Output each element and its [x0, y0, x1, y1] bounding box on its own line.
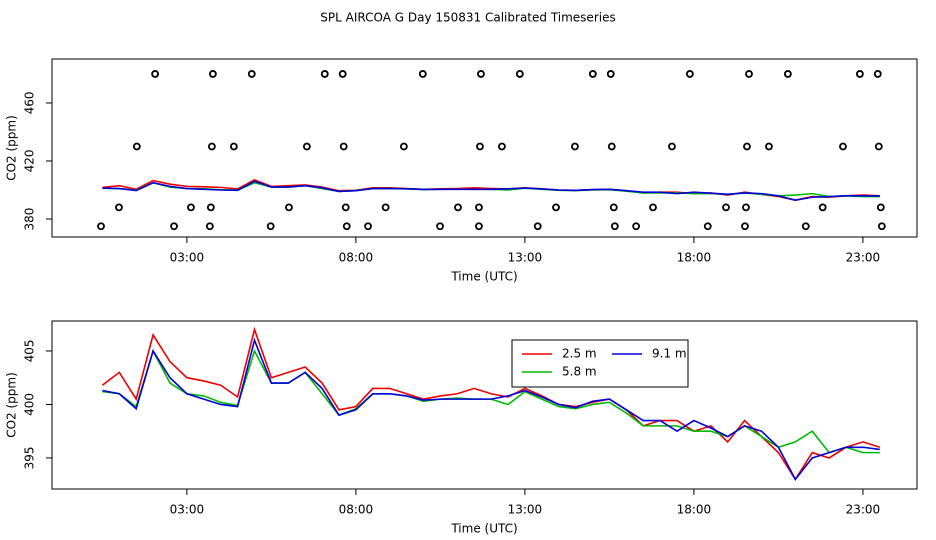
point — [381, 203, 390, 212]
plot-frame — [51, 58, 918, 238]
x-tick-label: 18:00 — [677, 251, 712, 265]
x-tick-label: 08:00 — [339, 503, 374, 517]
point — [341, 203, 350, 212]
point — [649, 203, 657, 212]
point — [436, 222, 444, 231]
point — [170, 222, 178, 231]
point — [515, 70, 524, 78]
y-tick-label: 400 — [23, 393, 37, 416]
point — [320, 70, 329, 78]
y-tick-label: 380 — [23, 208, 37, 231]
point — [722, 203, 730, 212]
point — [742, 203, 750, 212]
point — [339, 142, 348, 151]
x-tick-label: 13:00 — [508, 251, 543, 265]
point — [632, 222, 641, 231]
point — [783, 70, 792, 78]
x-axis-title: Time (UTC) — [450, 522, 517, 536]
x-tick-label: 23:00 — [846, 251, 881, 265]
point — [151, 70, 159, 78]
y-tick-label: 395 — [23, 447, 37, 470]
point — [668, 142, 676, 151]
point — [874, 142, 883, 151]
point — [571, 142, 579, 151]
point — [247, 70, 256, 78]
y-axis-title: CO2 (ppm) — [5, 115, 19, 181]
legend-label: 2.5 m — [562, 347, 597, 361]
point — [533, 222, 542, 231]
point — [399, 142, 408, 151]
point — [266, 222, 275, 231]
plot-frame — [51, 320, 918, 490]
point — [338, 70, 347, 78]
x-axis-title: Time (UTC) — [450, 270, 517, 284]
point — [818, 203, 827, 212]
y-tick-label: 460 — [23, 92, 37, 115]
x-tick-label: 23:00 — [846, 503, 881, 517]
legend-label: 9.1 m — [652, 347, 687, 361]
point — [205, 222, 214, 231]
y-axis-title: CO2 (ppm) — [5, 372, 19, 438]
point — [498, 142, 506, 151]
legend-frame — [511, 339, 689, 388]
legend-label: 5.8 m — [562, 365, 597, 379]
point — [454, 203, 462, 212]
point — [132, 142, 141, 151]
series-line — [102, 180, 880, 201]
series-line — [102, 348, 880, 454]
point — [207, 142, 216, 151]
point — [475, 203, 483, 212]
point — [588, 70, 597, 78]
chart-title: SPL AIRCOA G Day 150831 Calibrated Times… — [320, 11, 615, 25]
point — [476, 142, 484, 151]
point — [745, 70, 753, 78]
point — [685, 70, 694, 78]
x-tick-label: 18:00 — [677, 503, 712, 517]
series-line — [102, 337, 880, 481]
point — [801, 222, 810, 231]
point — [97, 222, 105, 231]
point — [703, 222, 712, 231]
series-line — [101, 326, 881, 481]
y-tick-label: 405 — [23, 340, 37, 363]
point — [208, 70, 217, 78]
x-tick-label: 13:00 — [508, 503, 543, 517]
y-tick-label: 420 — [23, 150, 37, 173]
point — [607, 142, 616, 151]
x-tick-label: 03:00 — [170, 251, 205, 265]
point — [855, 70, 864, 78]
point — [743, 142, 751, 151]
point — [741, 222, 749, 231]
point — [610, 222, 619, 231]
x-tick-label: 03:00 — [170, 503, 205, 517]
point — [873, 70, 882, 78]
point — [876, 203, 885, 212]
point — [364, 222, 372, 231]
point — [342, 222, 351, 231]
point — [475, 222, 483, 231]
point — [418, 70, 427, 78]
point — [302, 142, 311, 151]
point — [606, 70, 615, 78]
point — [552, 203, 560, 212]
x-tick-label: 08:00 — [339, 251, 374, 265]
point — [229, 142, 238, 151]
point — [765, 142, 773, 151]
point — [839, 142, 847, 151]
point — [609, 203, 618, 212]
point — [206, 203, 215, 212]
point — [477, 70, 485, 78]
point — [115, 203, 123, 212]
point — [187, 203, 195, 212]
point — [285, 203, 293, 212]
point — [877, 222, 886, 231]
